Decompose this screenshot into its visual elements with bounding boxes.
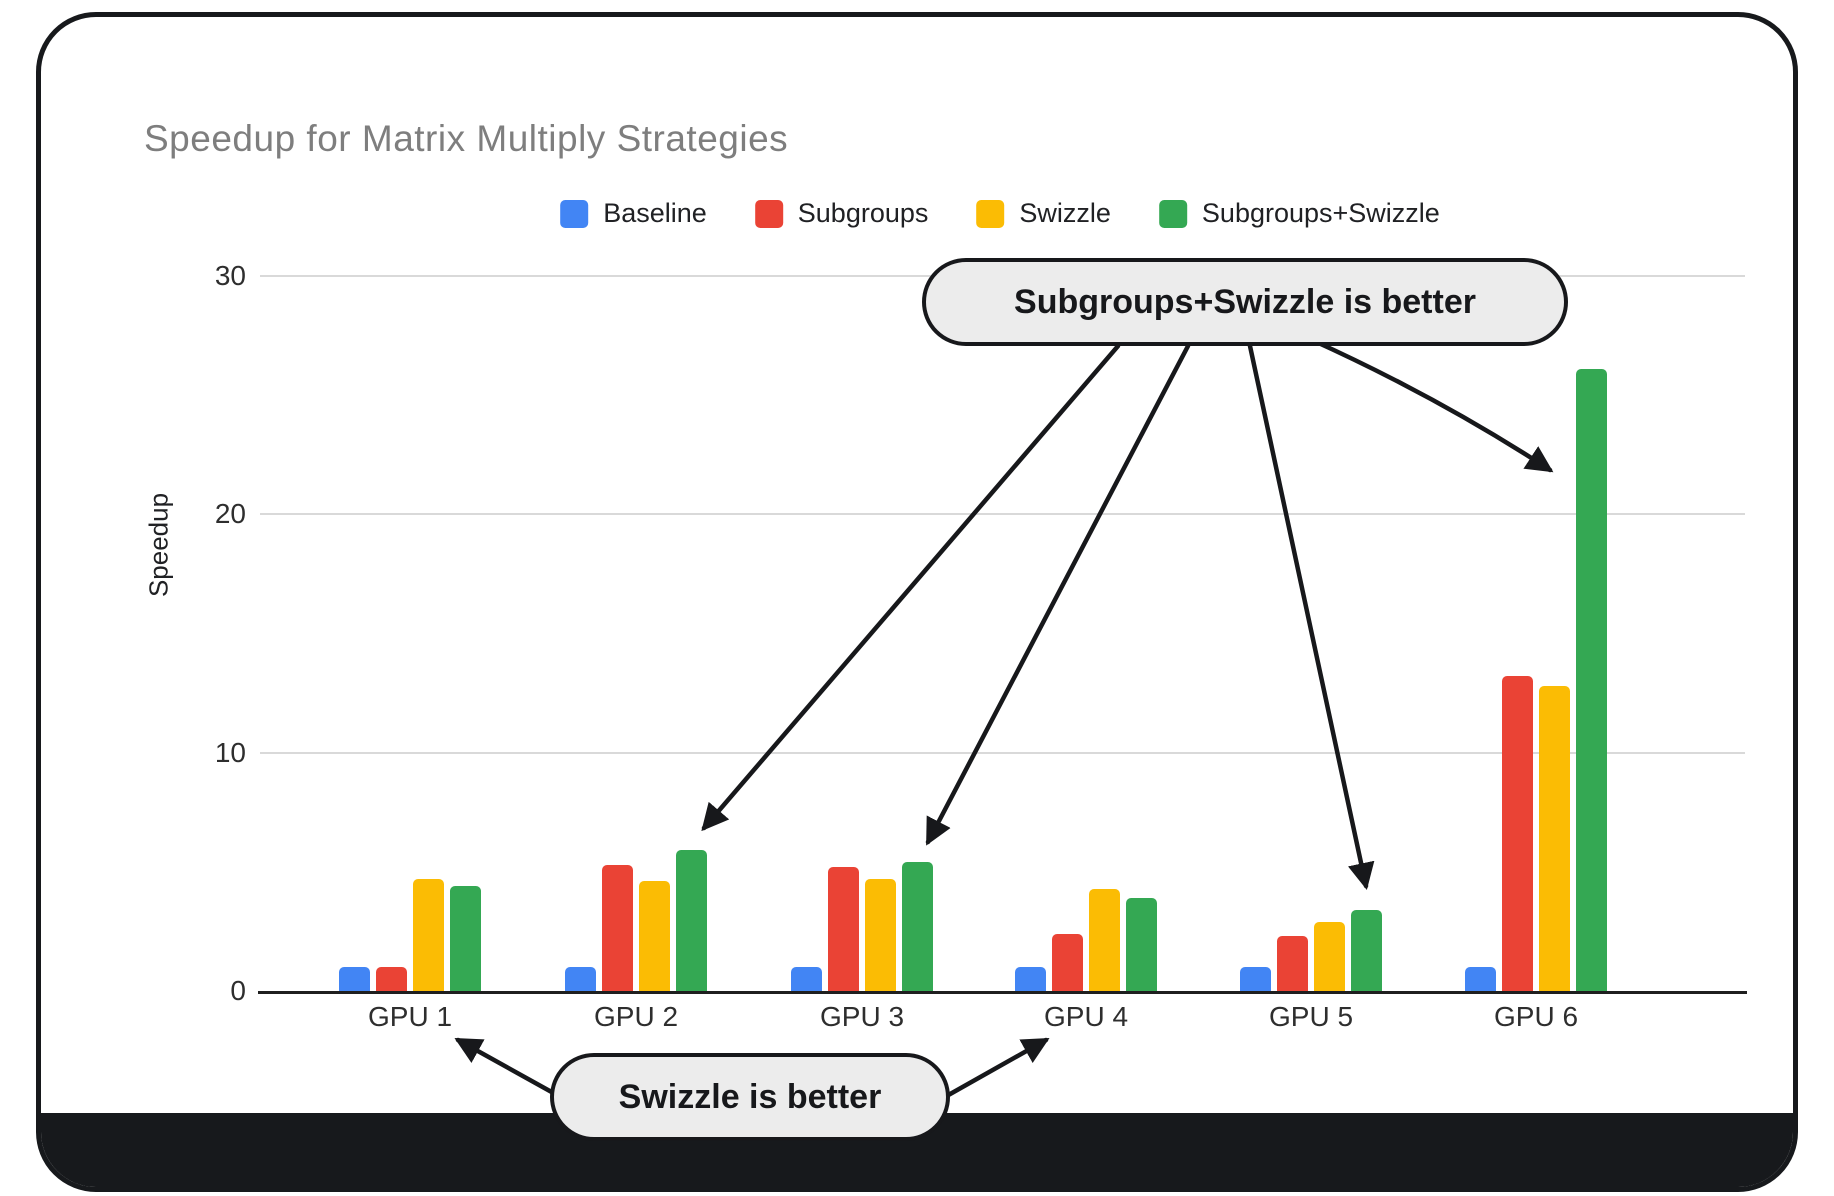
bar-swizzle-gpu-5 — [1314, 922, 1345, 991]
x-label-gpu-5: GPU 5 — [1268, 1001, 1354, 1032]
y-tick-10: 10 — [214, 736, 246, 768]
bar-subgroups-swizzle-gpu-3 — [902, 862, 933, 991]
legend-label-swizzle: Swizzle — [1019, 198, 1111, 228]
bar-subgroups-swizzle-gpu-5 — [1351, 910, 1382, 991]
bar-baseline-gpu-4 — [1015, 967, 1046, 991]
legend-item-swizzle: Swizzle — [976, 198, 1111, 229]
callout-top-text: Subgroups+Swizzle is better — [1014, 282, 1476, 321]
bar-subgroups-swizzle-gpu-2 — [676, 850, 707, 991]
legend-swatch-baseline — [560, 199, 589, 228]
chart-title: Speedup for Matrix Multiply Strategies — [144, 118, 789, 159]
bar-subgroups-gpu-1 — [376, 967, 407, 991]
y-tick-0: 0 — [230, 975, 246, 1006]
y-tick-20: 20 — [214, 498, 246, 530]
legend-item-subgroups: Subgroups — [754, 198, 929, 229]
legend-swatch-swizzle — [976, 199, 1005, 228]
legend-label-baseline: Baseline — [603, 198, 707, 228]
chart-legend: Baseline Subgroups Swizzle Subgroups+Swizzl… — [560, 198, 1440, 229]
bar-swizzle-gpu-1 — [413, 879, 444, 991]
x-label-gpu-4: GPU 4 — [1043, 1001, 1129, 1032]
legend-swatch-subgroups — [754, 199, 783, 228]
bar-subgroups-swizzle-gpu-6 — [1576, 369, 1607, 991]
bar-subgroups-gpu-5 — [1277, 936, 1308, 991]
bar-subgroups-swizzle-gpu-4 — [1126, 898, 1157, 991]
x-label-gpu-2: GPU 2 — [593, 1001, 679, 1032]
x-label-gpu-3: GPU 3 — [819, 1001, 905, 1032]
bar-swizzle-gpu-2 — [639, 881, 670, 991]
legend-label-subgroups: Subgroups — [797, 198, 929, 228]
bar-subgroups-gpu-4 — [1052, 934, 1083, 991]
bar-swizzle-gpu-6 — [1539, 686, 1570, 991]
y-tick-30: 30 — [214, 260, 246, 291]
x-label-gpu-6: GPU 6 — [1493, 1001, 1579, 1032]
legend-item-baseline: Baseline — [560, 198, 707, 229]
x-axis-line — [258, 991, 1747, 994]
bar-baseline-gpu-3 — [791, 967, 822, 991]
bar-baseline-gpu-2 — [565, 967, 596, 991]
legend-swatch-subgroups-swizzle — [1158, 199, 1187, 228]
bar-swizzle-gpu-4 — [1089, 889, 1120, 991]
bar-swizzle-gpu-3 — [865, 879, 896, 991]
bar-subgroups-swizzle-gpu-1 — [450, 886, 481, 991]
legend-label-subgroups-swizzle: Subgroups+Swizzle — [1201, 198, 1440, 228]
bar-baseline-gpu-6 — [1465, 967, 1496, 991]
callout-bottom-text: Swizzle is better — [618, 1077, 882, 1116]
bar-baseline-gpu-1 — [339, 967, 370, 991]
bar-subgroups-gpu-6 — [1502, 676, 1533, 991]
legend-item-subgroups-swizzle: Subgroups+Swizzle — [1158, 198, 1440, 229]
bar-baseline-gpu-5 — [1240, 967, 1271, 991]
gridline-20 — [260, 513, 1745, 516]
bar-subgroups-gpu-2 — [602, 865, 633, 991]
bar-subgroups-gpu-3 — [828, 867, 859, 991]
callout-swizzle-is-better: Swizzle is better — [550, 1053, 950, 1141]
x-label-gpu-1: GPU 1 — [367, 1001, 453, 1032]
callout-subgroups-swizzle-is-better: Subgroups+Swizzle is better — [922, 258, 1568, 346]
